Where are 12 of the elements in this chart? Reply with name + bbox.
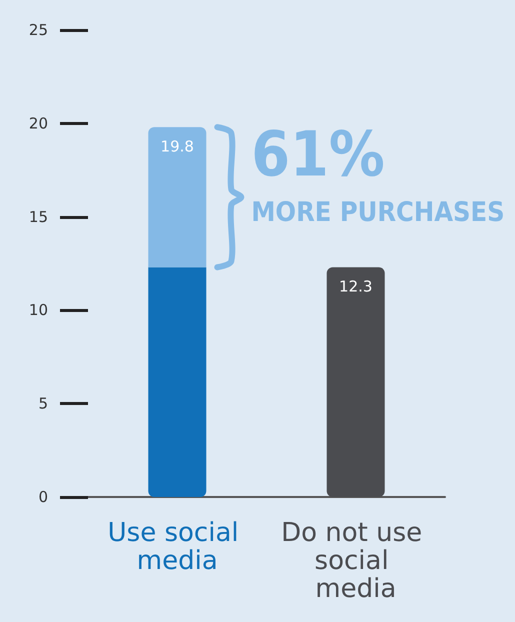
- x-tick-label: Do not use social media: [281, 518, 430, 604]
- y-tick-label: 15: [28, 208, 48, 226]
- y-tick-label: 0: [38, 488, 48, 506]
- y-tick-label: 5: [38, 394, 48, 413]
- y-tick-label: 10: [28, 301, 48, 320]
- total-label: 12.3: [339, 278, 372, 296]
- total-label: 19.8: [160, 138, 194, 156]
- x-tick-label: Use social media: [108, 518, 247, 576]
- y-tick-label: 20: [28, 114, 48, 132]
- y-tick-label: 25: [28, 21, 48, 39]
- annotation: 61%: [251, 118, 385, 191]
- annotation: MORE PURCHASES: [251, 197, 505, 228]
